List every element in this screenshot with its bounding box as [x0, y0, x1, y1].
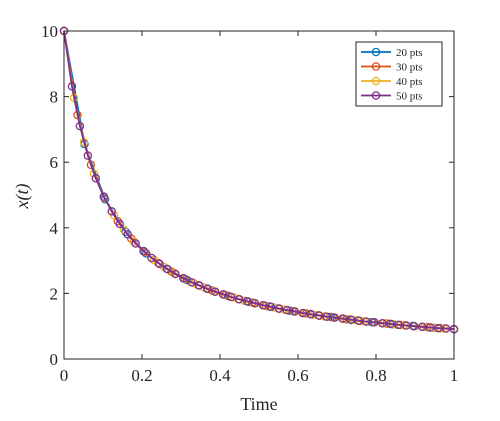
series-4-marker	[91, 174, 101, 183]
series-4-marker	[290, 307, 300, 316]
series-3-marker	[149, 255, 159, 265]
legend-label-2: 30 pts	[396, 62, 423, 74]
plot-area	[59, 26, 459, 334]
y-tick-label: 10	[41, 22, 58, 41]
y-axis-label: x(t)	[12, 184, 33, 210]
x-tick-label: 0.6	[287, 366, 308, 385]
series-4-marker	[83, 151, 93, 160]
series-4-marker	[163, 264, 172, 274]
series-4-marker	[274, 304, 284, 313]
x-tick-label: 0.8	[365, 366, 386, 385]
x-tick-label: 1	[450, 366, 459, 385]
series-4-marker	[330, 313, 339, 322]
y-tick-label: 6	[50, 153, 59, 172]
series-4-marker	[123, 230, 132, 239]
x-tick-label: 0.4	[209, 366, 231, 385]
series-4-marker	[115, 219, 124, 229]
legend-marker-2	[371, 62, 381, 71]
series-4-marker	[322, 312, 331, 321]
series-4-marker	[282, 305, 292, 315]
series-4-marker	[218, 290, 228, 299]
series-4-marker	[139, 246, 148, 256]
series-4-marker	[67, 82, 77, 91]
series-3-marker	[89, 169, 99, 178]
series-4-marker	[306, 310, 315, 319]
series-4-marker	[314, 311, 323, 320]
series-4-marker	[425, 323, 435, 332]
series-4-marker	[99, 192, 109, 201]
x-tick-label: 0	[60, 366, 69, 385]
series-4-marker	[394, 320, 403, 330]
series-4-marker	[402, 321, 411, 330]
y-tick-label: 2	[50, 284, 59, 303]
series-4-marker	[147, 253, 156, 263]
legend-label-4: 50 pts	[396, 91, 423, 103]
series-4-marker	[266, 302, 276, 312]
series-4-marker	[250, 298, 260, 308]
series-4-marker	[171, 269, 180, 279]
legend-label-1: 20 pts	[396, 47, 423, 59]
legend-marker-3	[371, 76, 381, 86]
series-4-marker	[210, 287, 220, 297]
series-4-marker	[409, 321, 419, 331]
series-4-marker	[107, 207, 116, 216]
series-4-marker	[226, 292, 236, 302]
legend-marker-1	[371, 47, 381, 57]
series-4-marker	[179, 274, 188, 283]
series-3-marker	[129, 237, 139, 246]
y-tick-label: 8	[50, 88, 59, 107]
series-4-marker	[234, 295, 244, 304]
y-tick-label: 0	[50, 350, 59, 369]
series-4-marker	[346, 315, 355, 324]
series-3-marker	[169, 268, 179, 278]
series-4-marker	[131, 239, 140, 248]
x-tick-label: 0.2	[131, 366, 152, 385]
series-4-marker	[354, 316, 363, 325]
series-4-marker	[187, 277, 196, 287]
series-4-marker	[75, 121, 85, 131]
series-4-marker	[441, 324, 451, 333]
series-4-marker	[370, 318, 379, 327]
series-4-marker	[195, 281, 204, 290]
legend-marker-4	[371, 91, 381, 100]
series-4-marker	[202, 284, 212, 294]
series-1-marker	[121, 227, 130, 236]
y-tick-label: 4	[50, 219, 59, 238]
series-4-marker	[417, 322, 427, 332]
series-4-marker	[386, 319, 395, 329]
series-1-marker	[141, 249, 151, 258]
axes-frame	[63, 30, 455, 360]
x-axis-label: Time	[240, 394, 277, 414]
series-4-marker	[258, 300, 268, 310]
series-4-marker	[378, 318, 387, 328]
series-4-marker	[298, 308, 308, 318]
legend-label-3: 40 pts	[396, 76, 423, 88]
series-4-marker	[433, 323, 443, 333]
legend: 20 pts 30 pts 40 pts 50 pts	[355, 41, 443, 107]
series-4-marker	[155, 259, 164, 269]
series-4-marker	[242, 297, 252, 306]
series-4-marker	[362, 317, 371, 326]
series-4-marker	[338, 314, 347, 323]
